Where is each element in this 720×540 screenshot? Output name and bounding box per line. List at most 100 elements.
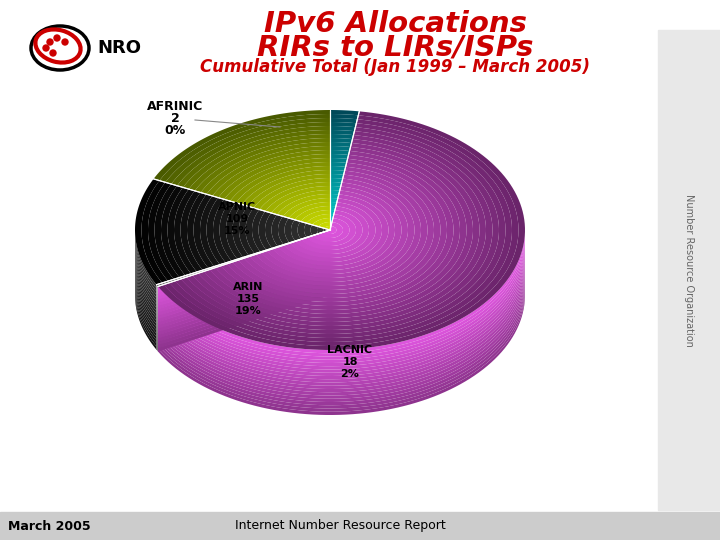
Text: ARIN: ARIN [233, 282, 264, 292]
Polygon shape [156, 285, 330, 343]
Polygon shape [267, 186, 402, 274]
Polygon shape [330, 174, 343, 179]
Polygon shape [158, 237, 330, 296]
Polygon shape [330, 222, 332, 226]
Polygon shape [330, 210, 335, 214]
Polygon shape [153, 110, 330, 180]
Polygon shape [302, 210, 362, 250]
Text: 2: 2 [171, 112, 179, 125]
Polygon shape [307, 214, 356, 246]
Polygon shape [158, 237, 330, 296]
Polygon shape [185, 274, 192, 277]
Polygon shape [310, 225, 318, 235]
Polygon shape [301, 237, 307, 239]
Polygon shape [156, 237, 330, 294]
Polygon shape [279, 194, 389, 266]
Polygon shape [233, 205, 249, 258]
Polygon shape [158, 269, 330, 329]
Polygon shape [135, 231, 156, 288]
Polygon shape [156, 233, 330, 291]
Polygon shape [209, 266, 215, 269]
Polygon shape [158, 245, 525, 366]
Polygon shape [330, 146, 351, 151]
Polygon shape [161, 186, 185, 278]
Polygon shape [156, 259, 330, 317]
Polygon shape [278, 245, 284, 247]
Polygon shape [249, 254, 256, 256]
Text: NRO: NRO [97, 39, 141, 57]
Polygon shape [330, 178, 343, 183]
Polygon shape [156, 240, 330, 298]
Polygon shape [198, 139, 480, 322]
Polygon shape [158, 265, 525, 386]
Polygon shape [158, 252, 525, 373]
Polygon shape [156, 230, 330, 288]
Polygon shape [156, 288, 330, 347]
Polygon shape [197, 270, 204, 273]
Polygon shape [158, 284, 525, 405]
Polygon shape [158, 266, 330, 326]
Polygon shape [284, 243, 290, 245]
Polygon shape [192, 135, 486, 326]
Polygon shape [330, 214, 334, 218]
Polygon shape [156, 233, 330, 291]
Polygon shape [158, 246, 330, 306]
Polygon shape [248, 174, 330, 208]
Text: IPv6 Allocations: IPv6 Allocations [264, 10, 526, 38]
Polygon shape [244, 171, 428, 290]
Polygon shape [158, 282, 330, 342]
Polygon shape [158, 279, 330, 339]
Polygon shape [156, 294, 158, 300]
Polygon shape [158, 288, 330, 348]
Polygon shape [158, 288, 330, 348]
Polygon shape [177, 126, 330, 187]
Polygon shape [289, 202, 330, 220]
Polygon shape [168, 187, 191, 275]
Polygon shape [158, 249, 330, 309]
Polygon shape [330, 186, 341, 191]
Polygon shape [324, 226, 336, 234]
Polygon shape [212, 150, 330, 198]
Polygon shape [194, 138, 330, 193]
Polygon shape [158, 271, 525, 392]
Polygon shape [236, 166, 330, 205]
Polygon shape [158, 242, 525, 363]
Polygon shape [135, 276, 156, 334]
Polygon shape [158, 233, 330, 293]
Polygon shape [294, 206, 330, 221]
Polygon shape [158, 287, 525, 408]
Text: RIRs to LIRs/ISPs: RIRs to LIRs/ISPs [257, 33, 534, 61]
Polygon shape [158, 266, 330, 326]
Polygon shape [312, 218, 330, 227]
Polygon shape [156, 307, 158, 313]
Polygon shape [174, 189, 197, 274]
Polygon shape [158, 285, 330, 345]
Polygon shape [135, 247, 156, 304]
Polygon shape [156, 253, 330, 310]
Polygon shape [148, 183, 174, 281]
Polygon shape [265, 213, 278, 248]
Polygon shape [156, 279, 330, 337]
Polygon shape [291, 220, 301, 241]
Polygon shape [158, 240, 330, 300]
Polygon shape [261, 183, 408, 278]
Polygon shape [189, 134, 330, 191]
Polygon shape [242, 170, 330, 206]
Polygon shape [213, 199, 232, 263]
Polygon shape [158, 259, 330, 319]
Polygon shape [163, 116, 518, 346]
Polygon shape [323, 228, 330, 232]
Polygon shape [158, 246, 330, 306]
Polygon shape [186, 131, 492, 330]
Polygon shape [238, 167, 434, 294]
Polygon shape [207, 198, 226, 265]
Polygon shape [158, 272, 330, 332]
Polygon shape [158, 248, 525, 369]
Polygon shape [158, 256, 330, 316]
Polygon shape [156, 310, 158, 316]
Polygon shape [158, 274, 525, 395]
Polygon shape [156, 285, 330, 343]
Polygon shape [330, 114, 359, 119]
Circle shape [47, 39, 53, 45]
Polygon shape [156, 298, 158, 303]
